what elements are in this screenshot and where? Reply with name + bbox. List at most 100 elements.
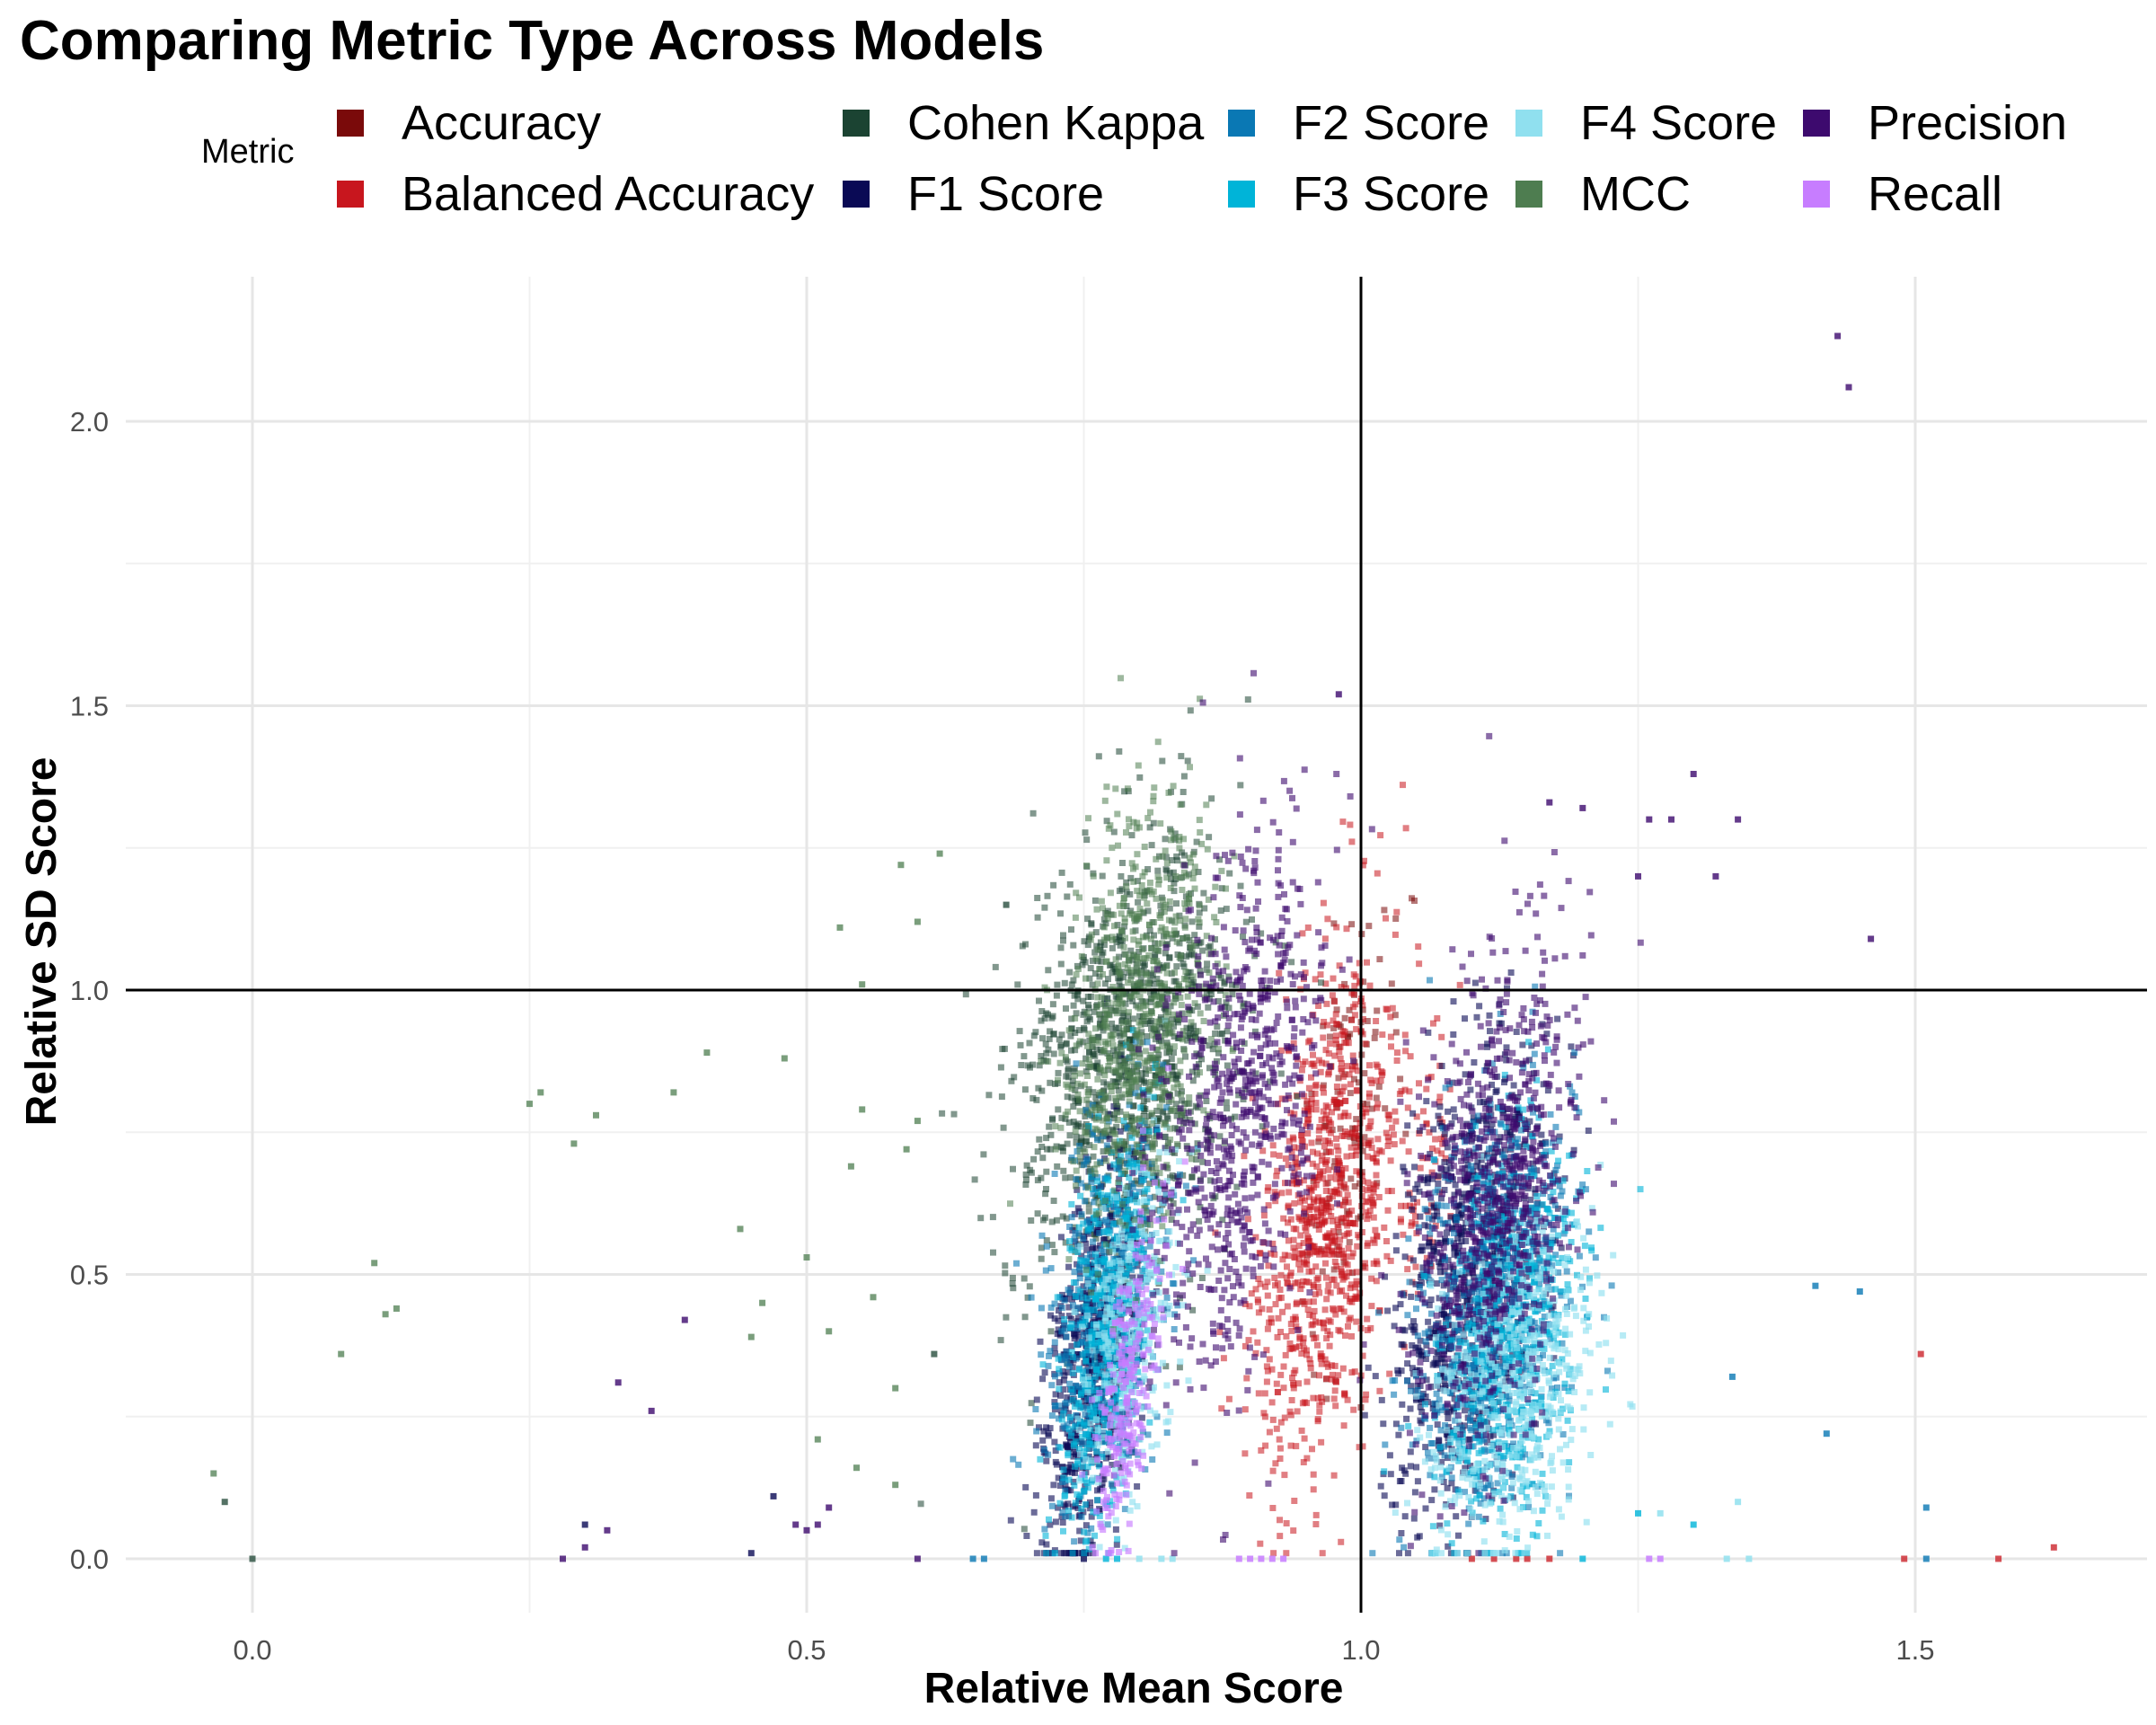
point-cohen-kappa (221, 1499, 228, 1506)
point-balanced-accuracy (1367, 1118, 1374, 1125)
point-balanced-accuracy (1402, 1202, 1409, 1209)
point-f1-score (1441, 1130, 1448, 1137)
point-cohen-kappa (1046, 1123, 1053, 1130)
point-balanced-accuracy (1348, 1144, 1355, 1151)
point-f2-score (1143, 1216, 1150, 1224)
point-f2-score (1554, 1162, 1560, 1169)
point-f1-score (1452, 1181, 1459, 1189)
point-balanced-accuracy (1304, 1306, 1312, 1314)
point-cohen-kappa (1233, 1183, 1241, 1190)
point-cohen-kappa (1095, 1033, 1102, 1040)
point-balanced-accuracy (1266, 1306, 1273, 1313)
point-cohen-kappa (1066, 969, 1074, 976)
point-balanced-accuracy (1320, 1175, 1327, 1182)
point-balanced-accuracy (1326, 1127, 1333, 1134)
point-balanced-accuracy (1330, 1239, 1336, 1246)
point-f1-score (1543, 1031, 1551, 1038)
point-balanced-accuracy (1407, 1202, 1413, 1209)
point-accuracy (1382, 1105, 1389, 1112)
point-balanced-accuracy (1313, 1176, 1321, 1183)
point-balanced-accuracy (1270, 1550, 1277, 1557)
legend-item-balanced-accuracy: Balanced Accuracy (337, 167, 814, 221)
legend-item-accuracy: Accuracy (337, 96, 601, 150)
point-balanced-accuracy (1355, 1232, 1362, 1239)
point-f2-score (1396, 1536, 1403, 1544)
point-balanced-accuracy (1273, 1425, 1280, 1432)
point-balanced-accuracy (1319, 1084, 1326, 1092)
point-balanced-accuracy (1257, 1540, 1264, 1547)
point-cohen-kappa (1065, 1074, 1072, 1081)
point-balanced-accuracy (1384, 1143, 1392, 1149)
point-cohen-kappa (1042, 1190, 1049, 1198)
point-cohen-kappa (1144, 1096, 1151, 1103)
point-f1-score (1465, 1269, 1472, 1277)
point-balanced-accuracy (1315, 1127, 1322, 1134)
point-f2-score (1063, 1349, 1070, 1356)
point-f1-score (1088, 1513, 1095, 1520)
point-cohen-kappa (1235, 1092, 1242, 1099)
point-f1-score (1426, 1334, 1433, 1341)
point-f1-score (1429, 1330, 1436, 1337)
point-f1-score (1064, 1443, 1071, 1449)
point-balanced-accuracy (1333, 1135, 1339, 1142)
point-f1-score (1377, 1482, 1384, 1490)
point-balanced-accuracy (1296, 1216, 1303, 1223)
point-balanced-accuracy (1369, 1154, 1376, 1162)
point-f2-score (1478, 1400, 1485, 1407)
point-balanced-accuracy (1293, 1161, 1300, 1168)
point-accuracy (1327, 1033, 1333, 1040)
point-balanced-accuracy (1300, 1459, 1307, 1465)
point-balanced-accuracy (1255, 1390, 1262, 1397)
point-f1-score (1484, 1150, 1491, 1157)
point-f2-score (1568, 1384, 1575, 1391)
point-balanced-accuracy (1290, 1380, 1297, 1387)
point-f1-score (1460, 1225, 1467, 1232)
point-balanced-accuracy (1325, 1050, 1332, 1057)
point-f1-score (1409, 1257, 1417, 1264)
point-balanced-accuracy (1291, 1199, 1298, 1207)
point-cohen-kappa (1009, 1280, 1016, 1287)
point-balanced-accuracy (1307, 1214, 1314, 1220)
point-balanced-accuracy (1272, 1282, 1278, 1289)
point-balanced-accuracy (1310, 1051, 1316, 1058)
point-f1-score (1043, 1457, 1050, 1464)
point-f1-score (1437, 1356, 1445, 1363)
point-cohen-kappa (1151, 980, 1158, 987)
point-balanced-accuracy (1297, 1286, 1304, 1293)
point-f2-score (1082, 1198, 1089, 1205)
point-balanced-accuracy (1342, 1185, 1349, 1192)
point-balanced-accuracy (1318, 1204, 1325, 1211)
point-balanced-accuracy (1340, 1422, 1348, 1429)
point-balanced-accuracy (1346, 1229, 1353, 1236)
point-f1-score (1447, 1322, 1454, 1328)
point-f1-score (1476, 1003, 1483, 1010)
point-balanced-accuracy (1254, 1339, 1261, 1346)
legend-swatch (337, 181, 364, 208)
point-cohen-kappa (1079, 961, 1086, 969)
point-balanced-accuracy (1293, 1443, 1300, 1450)
point-cohen-kappa (1206, 1042, 1213, 1049)
point-accuracy (1361, 1070, 1368, 1077)
point-cohen-kappa (1109, 944, 1116, 951)
point-cohen-kappa (1093, 942, 1100, 950)
point-f2-score (1533, 1201, 1541, 1208)
point-cohen-kappa (1045, 967, 1052, 974)
point-f2-score (1470, 1119, 1477, 1126)
point-f2-score (1471, 1253, 1478, 1261)
point-f2-score (1436, 1337, 1444, 1343)
point-f1-score (1458, 1238, 1465, 1245)
point-f2-score (1567, 1297, 1574, 1305)
point-f2-score (1438, 1473, 1445, 1481)
point-cohen-kappa (1208, 795, 1215, 802)
point-f1-score (1417, 1403, 1424, 1411)
point-balanced-accuracy (1364, 1153, 1371, 1160)
point-f1-score (1107, 1164, 1114, 1172)
point-balanced-accuracy (1263, 1378, 1270, 1385)
point-f1-score (1433, 1355, 1440, 1362)
point-cohen-kappa (1162, 950, 1169, 957)
point-balanced-accuracy (1269, 1240, 1277, 1247)
point-balanced-accuracy (1303, 1257, 1310, 1264)
point-f2-score (1038, 1305, 1045, 1312)
point-cohen-kappa (1152, 951, 1159, 959)
point-cohen-kappa (1056, 1036, 1063, 1043)
